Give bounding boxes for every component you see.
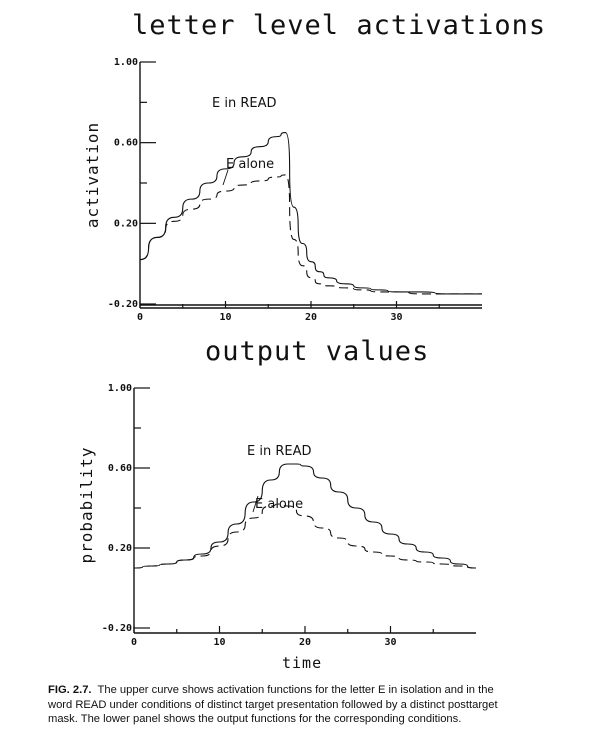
series-labels: E in READ E alone	[247, 444, 311, 513]
x-tick-label: 0	[131, 637, 137, 648]
output-panel: output values probability time -0.20 0.20…	[77, 336, 477, 672]
axis-ticks: -0.20 0.20 0.60 1.00 0 10 20 30	[108, 57, 482, 323]
panel-title-activations: letter level activations	[132, 10, 546, 41]
activation-panel: letter level activations activation -0.2…	[83, 10, 546, 323]
x-tick-label: 10	[219, 312, 231, 323]
series-label-e-alone: E alone	[226, 157, 274, 172]
caption-text: The upper curve shows activation functio…	[48, 684, 498, 725]
x-tick-label: 20	[299, 637, 311, 648]
axis-ticks: -0.20 0.20 0.60 1.00 0 10 20 30	[102, 383, 434, 648]
figure-caption: FIG. 2.7. The upper curve shows activatio…	[48, 683, 518, 727]
y-tick-label: 0.60	[108, 463, 132, 474]
y-tick-label: 1.00	[114, 57, 138, 68]
series-label-e-alone: E alone	[255, 497, 303, 512]
label-leader-line	[222, 169, 229, 186]
series-group	[133, 463, 477, 569]
x-tick-label: 10	[213, 637, 225, 648]
series-line-e-in-read	[139, 132, 482, 295]
y-axis-label-activation: activation	[83, 122, 102, 228]
series-line-e-in-read	[133, 463, 477, 569]
x-tick-label: 30	[390, 312, 402, 323]
y-tick-label: 0.60	[114, 138, 138, 149]
caption-label: FIG. 2.7.	[48, 684, 92, 696]
x-tick-label: 0	[137, 312, 143, 323]
x-axis-label-time: time	[282, 654, 322, 672]
series-label-e-in-read: E in READ	[247, 444, 311, 459]
y-tick-label: -0.20	[102, 623, 132, 634]
label-leader-line	[252, 495, 259, 513]
y-tick-label: 0.20	[108, 543, 132, 554]
x-tick-label: 30	[384, 637, 396, 648]
y-tick-label: -0.20	[108, 299, 138, 310]
figure-canvas: letter level activations activation -0.2…	[77, 10, 546, 672]
series-line-e-alone	[139, 174, 482, 295]
y-tick-label: 0.20	[114, 218, 138, 229]
series-group	[139, 132, 482, 295]
series-line-e-alone	[133, 503, 477, 569]
series-label-e-in-read: E in READ	[212, 96, 276, 111]
y-tick-label: 1.00	[108, 383, 132, 394]
panel-title-output: output values	[205, 336, 429, 367]
x-tick-label: 20	[305, 312, 317, 323]
series-labels: E in READ E alone	[212, 96, 276, 186]
y-axis-label-probability: probability	[77, 447, 96, 564]
